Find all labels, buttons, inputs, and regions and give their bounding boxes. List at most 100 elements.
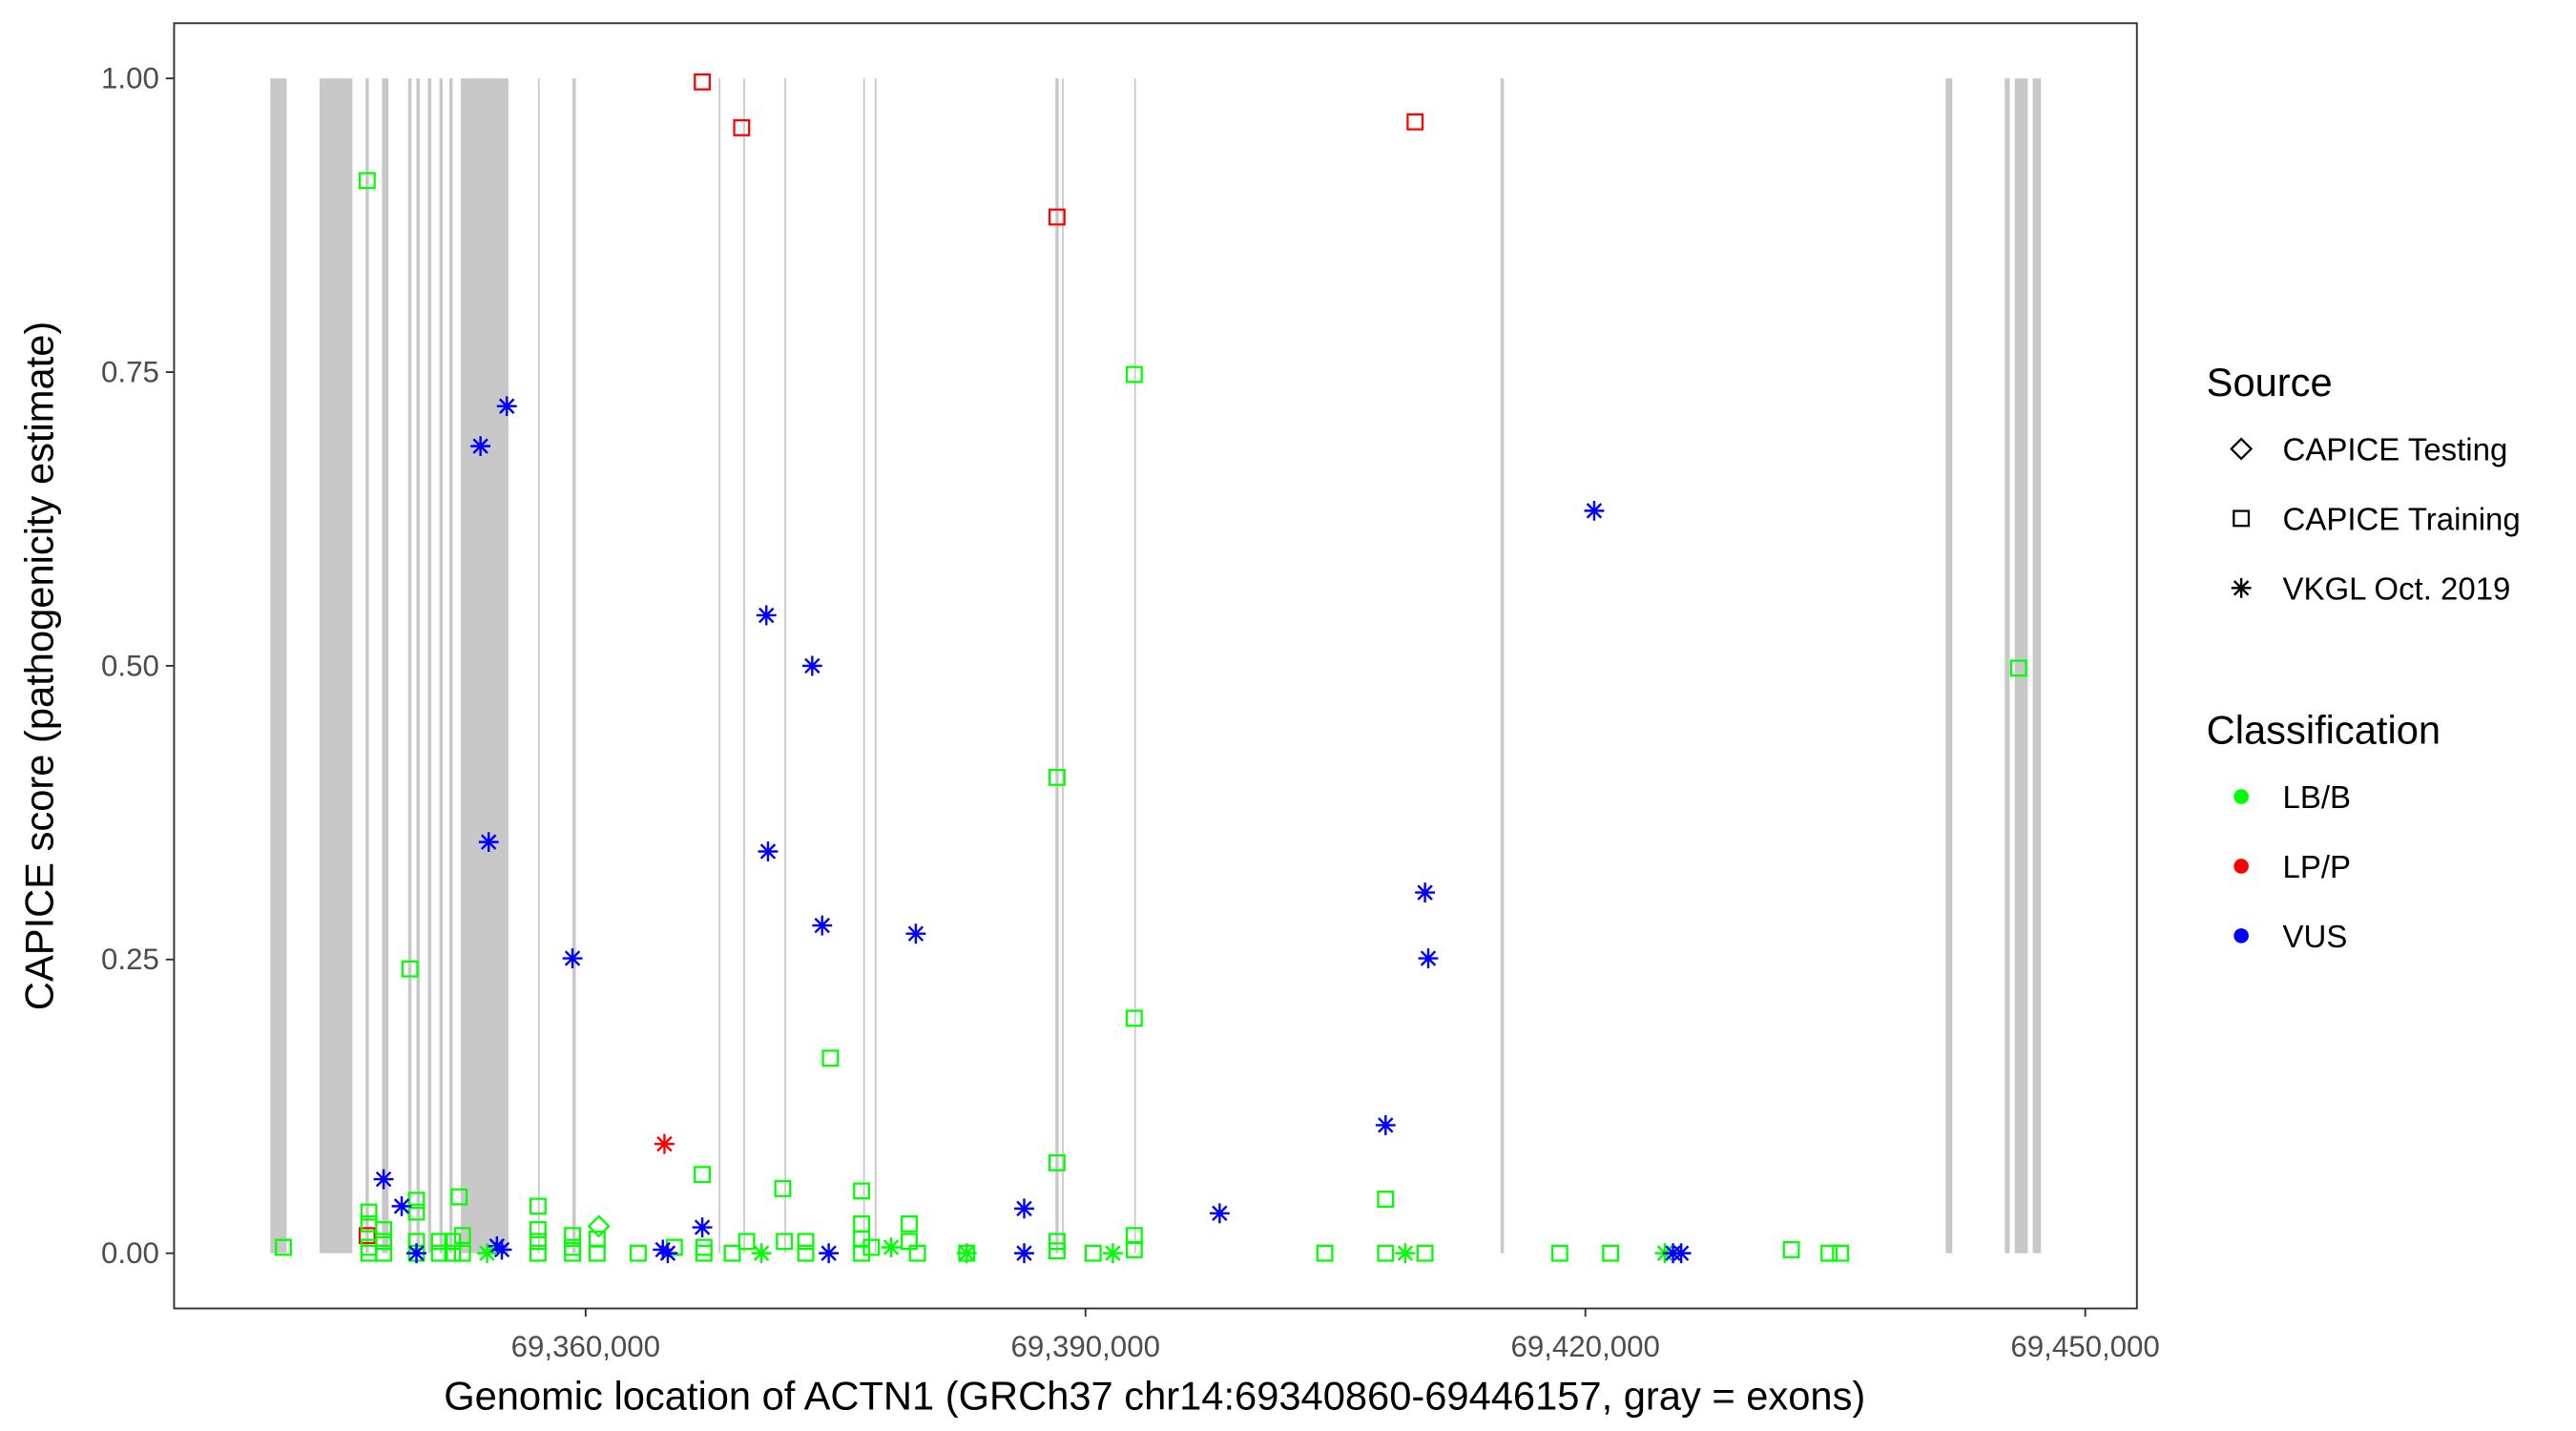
data-point-training <box>529 1233 547 1251</box>
exon-band <box>439 78 444 1254</box>
exon-band <box>1945 78 1953 1254</box>
data-point-vkgl <box>956 1243 977 1264</box>
data-point-training <box>1084 1244 1102 1262</box>
y-tick-label: 0.00 <box>101 1236 159 1270</box>
exon-band <box>874 78 877 1254</box>
data-point-training <box>737 1233 756 1251</box>
data-point-training <box>430 1244 448 1262</box>
legend-source-label: CAPICE Testing <box>2283 432 2508 467</box>
data-point-vkgl <box>373 1169 394 1190</box>
x-tick-label: 69,360,000 <box>511 1330 660 1363</box>
data-point-training <box>695 1244 713 1262</box>
data-point-vkgl <box>751 1243 772 1264</box>
data-point-training <box>797 1244 815 1262</box>
data-point-vkgl <box>391 1195 412 1216</box>
legend-class-label: VUS <box>2283 919 2348 954</box>
data-point-training <box>450 1188 468 1206</box>
data-point-vkgl <box>1395 1243 1416 1264</box>
data-point-training <box>360 1203 378 1221</box>
data-point-training <box>529 1197 547 1215</box>
exon-band <box>382 78 389 1254</box>
data-point-vkgl <box>1014 1198 1034 1219</box>
data-point-training <box>1048 208 1066 226</box>
exon-bands <box>270 78 2042 1254</box>
legend-asterisk-icon <box>2231 577 2252 598</box>
data-point-training <box>853 1214 870 1233</box>
y-axis: 0.00 0.25 0.50 0.75 1.00 <box>101 62 175 1270</box>
data-point-training <box>629 1244 647 1262</box>
data-point-vkgl <box>1584 500 1605 521</box>
data-point-vkgl <box>491 1239 512 1260</box>
x-axis-title: Genomic location of ACTN1 (GRCh37 chr14:… <box>444 1373 1865 1418</box>
data-point-training <box>1602 1244 1620 1262</box>
data-point-vkgl <box>692 1217 713 1237</box>
data-point-vkgl <box>1418 948 1439 968</box>
exon-band <box>2014 78 2028 1254</box>
data-point-vkgl <box>496 396 517 417</box>
data-point-training <box>733 118 751 136</box>
data-points <box>275 73 2027 1264</box>
data-point-vkgl <box>477 1243 497 1264</box>
data-point-testing <box>587 1214 611 1238</box>
exon-band <box>448 78 453 1254</box>
data-point-vkgl <box>654 1133 675 1154</box>
y-tick-label: 0.25 <box>101 943 159 976</box>
data-point-training <box>453 1244 471 1262</box>
data-point-training <box>853 1182 870 1200</box>
exon-band <box>743 78 745 1254</box>
data-point-training <box>375 1244 393 1262</box>
data-point-training <box>444 1233 462 1251</box>
data-point-training <box>453 1227 471 1245</box>
data-point-training <box>774 1179 792 1197</box>
legend-square-icon <box>2233 509 2251 528</box>
legend-source-label: VKGL Oct. 2019 <box>2283 570 2511 606</box>
exon-band <box>718 78 721 1254</box>
exon-band <box>572 78 576 1254</box>
y-tick-label: 0.75 <box>101 355 159 388</box>
data-point-training <box>375 1221 393 1238</box>
data-point-training <box>1416 1244 1434 1262</box>
data-point-vkgl <box>1209 1203 1230 1224</box>
data-point-training <box>862 1238 881 1256</box>
data-point-training <box>358 1227 376 1245</box>
data-point-vkgl <box>1014 1243 1034 1264</box>
data-point-training <box>1832 1244 1850 1262</box>
legend: Source Classification CAPICE Testing CAPI… <box>2207 360 2521 954</box>
data-point-training <box>1048 1153 1066 1172</box>
data-point-training <box>1316 1244 1334 1262</box>
data-point-training <box>723 1244 741 1262</box>
data-point-vkgl <box>562 948 583 968</box>
data-point-training <box>694 1166 712 1184</box>
data-point-training <box>529 1244 547 1262</box>
exon-band <box>427 78 431 1254</box>
data-point-training <box>2009 659 2027 677</box>
legend-dot-icon <box>2233 859 2249 874</box>
data-point-vkgl <box>478 832 499 853</box>
y-tick-label: 1.00 <box>101 62 159 95</box>
y-tick-label: 0.50 <box>101 649 159 682</box>
exon-band <box>407 78 412 1254</box>
data-point-training <box>1550 1244 1568 1262</box>
data-point-vkgl <box>1671 1243 1692 1264</box>
exon-band <box>270 78 287 1254</box>
legend-source-label: CAPICE Training <box>2283 502 2521 537</box>
data-point-training <box>588 1244 606 1262</box>
data-point-vkgl <box>905 923 926 944</box>
data-point-training <box>401 960 419 978</box>
data-point-training <box>1048 1242 1066 1260</box>
data-point-training <box>375 1233 393 1251</box>
exon-band <box>862 78 865 1254</box>
data-point-training <box>694 73 712 91</box>
exon-band <box>1055 78 1059 1254</box>
data-point-vkgl <box>657 1243 678 1264</box>
legend-dot-icon <box>2233 928 2249 944</box>
x-axis: 69,360,000 69,390,000 69,420,000 69,450,000 <box>511 1308 2160 1363</box>
data-point-training <box>358 172 376 190</box>
legend-dot-icon <box>2233 789 2249 804</box>
data-point-vkgl <box>812 915 833 936</box>
data-point-training <box>695 1238 713 1256</box>
data-point-training <box>1125 1009 1143 1027</box>
data-point-training <box>1377 1244 1395 1262</box>
exon-band <box>2005 78 2010 1254</box>
exon-band <box>319 78 353 1254</box>
